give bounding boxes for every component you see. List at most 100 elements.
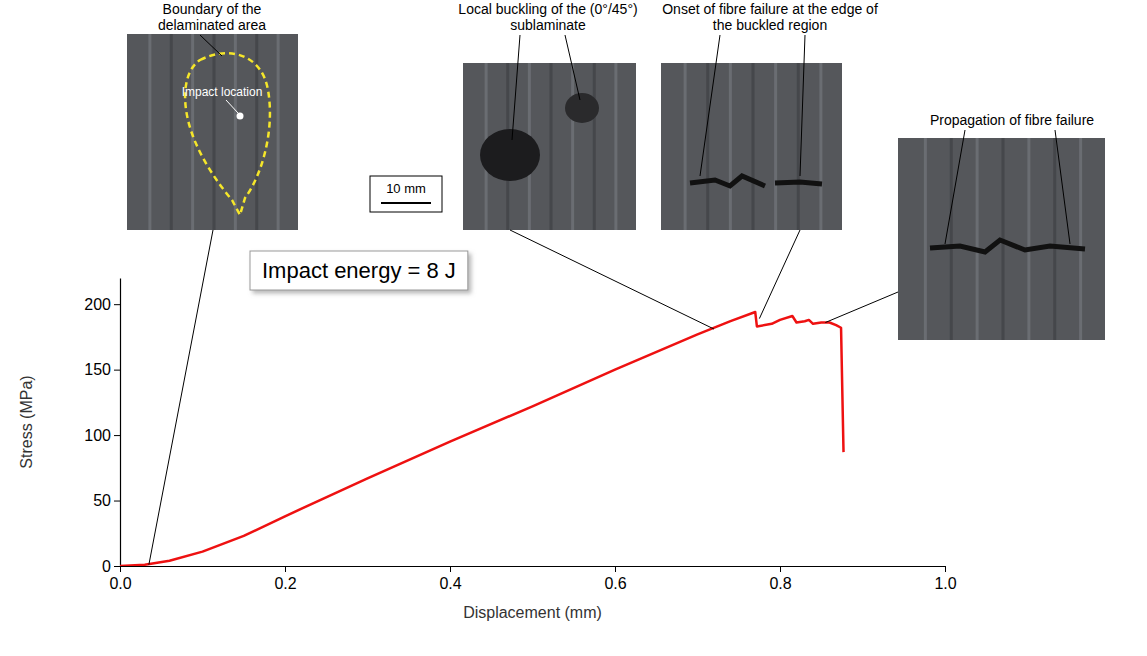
photo-texture	[1053, 138, 1056, 340]
delamination-boundary	[185, 53, 270, 215]
inset: Local buckling of the (0°/45°)sublaminat…	[458, 1, 637, 230]
annotation: Local buckling of the (0°/45°)sublaminat…	[458, 1, 637, 33]
inset-leader	[512, 35, 520, 140]
y-axis-line	[120, 279, 121, 567]
y-tick-label: 50	[93, 492, 111, 509]
x-tick-mark	[780, 566, 781, 572]
annotation-line: Propagation of fibre failure	[930, 112, 1094, 128]
photo-texture	[277, 34, 280, 230]
x-tick: 1.0	[934, 566, 956, 592]
annotation: Boundary of thedelaminated area	[158, 1, 266, 33]
x-tick-label: 0.6	[604, 575, 626, 592]
inset: Propagation of fibre failure	[898, 112, 1105, 340]
y-tick-mark	[114, 370, 120, 371]
photo-texture	[614, 63, 617, 230]
photo-texture	[170, 34, 173, 230]
inset-leader	[200, 35, 222, 56]
buckle	[480, 129, 540, 181]
y-tick-label: 0	[102, 558, 111, 575]
photo-texture	[819, 63, 822, 230]
y-tick-mark	[114, 304, 120, 305]
photo-texture	[1079, 138, 1082, 340]
photo-texture	[706, 63, 709, 230]
x-tick: 0.0	[109, 566, 131, 592]
scale-bar: 10 mm	[370, 176, 442, 212]
x-axis-line	[121, 566, 946, 567]
photo-texture	[729, 63, 732, 230]
x-tick-label: 1.0	[934, 575, 956, 592]
y-tick-label: 200	[84, 296, 111, 313]
inset-leader	[565, 35, 580, 100]
annotation-line: Boundary of the	[163, 1, 262, 17]
photo-texture	[571, 63, 574, 230]
inset-leader	[226, 100, 238, 113]
photo-texture	[924, 138, 927, 340]
x-tick-mark	[120, 566, 121, 572]
photo-texture	[797, 63, 800, 230]
x-tick: 0.6	[604, 566, 626, 592]
scale-bar-label: 10 mm	[386, 181, 426, 196]
leader-line	[149, 230, 213, 565]
inset-leader	[945, 130, 965, 244]
photo-texture	[593, 63, 596, 230]
x-tick-label: 0.2	[274, 575, 296, 592]
y-tick-label: 100	[84, 427, 111, 444]
y-tick: 100	[84, 427, 120, 444]
y-tick-mark	[114, 566, 120, 567]
annotation: Propagation of fibre failure	[930, 112, 1094, 128]
photo-texture	[684, 63, 687, 230]
inset-leader	[1055, 130, 1070, 244]
buckle	[565, 93, 599, 123]
x-tick: 0.4	[439, 566, 461, 592]
plot-area	[120, 312, 844, 566]
x-tick-label: 0.8	[769, 575, 791, 592]
y-tick-mark	[114, 501, 120, 502]
photo-texture	[148, 34, 151, 230]
x-tick: 0.8	[769, 566, 791, 592]
annotation-line: delaminated area	[158, 17, 266, 33]
impact-point	[237, 113, 244, 120]
leader-line	[510, 230, 714, 329]
scale-bar-line	[381, 202, 431, 204]
photo	[463, 63, 636, 230]
x-tick-mark	[450, 566, 451, 572]
annotation-line: Onset of fibre failure at the edge of	[662, 1, 878, 17]
inset: Onset of fibre failure at the edge ofthe…	[661, 1, 878, 230]
photo-texture	[213, 34, 216, 230]
x-axis-title: Displacement (mm)	[463, 604, 602, 621]
y-axis: 0 50 100 150 200	[84, 279, 120, 575]
photo-texture	[950, 138, 953, 340]
x-tick-mark	[945, 566, 946, 572]
x-tick-mark	[615, 566, 616, 572]
leader-line	[759, 230, 800, 319]
stress-curve	[120, 312, 844, 566]
text-box: Impact energy = 8 J	[250, 251, 468, 290]
photo-texture	[234, 34, 237, 230]
y-tick: 150	[84, 361, 120, 378]
photo	[898, 138, 1105, 340]
annotation-line: Local buckling of the (0°/45°)	[458, 1, 637, 17]
scale-bar-frame	[370, 176, 442, 212]
crack	[930, 240, 1085, 252]
annotation-line: sublaminate	[510, 17, 586, 33]
photo	[661, 63, 842, 230]
x-tick-mark	[285, 566, 286, 572]
photo-texture	[774, 63, 777, 230]
crack	[690, 176, 822, 186]
photo-texture	[550, 63, 553, 230]
y-tick: 50	[93, 492, 120, 509]
y-tick-mark	[114, 435, 120, 436]
y-axis-title: Stress (MPa)	[18, 375, 35, 468]
leader-line	[825, 292, 898, 323]
y-tick: 0	[102, 558, 120, 575]
photo	[127, 34, 298, 230]
photo-texture	[976, 138, 979, 340]
photo-texture	[752, 63, 755, 230]
annotation: Onset of fibre failure at the edge ofthe…	[662, 1, 878, 33]
chart: 0.0 0.2 0.4 0.6 0.8 1.0 0 50 100 150 200 Displaceme…	[0, 0, 1147, 656]
x-tick-label: 0.0	[109, 575, 131, 592]
x-tick-label: 0.4	[439, 575, 461, 592]
annotation-line: the buckled region	[713, 17, 827, 33]
x-axis: 0.0 0.2 0.4 0.6 0.8 1.0	[109, 566, 956, 592]
x-tick: 0.2	[274, 566, 296, 592]
